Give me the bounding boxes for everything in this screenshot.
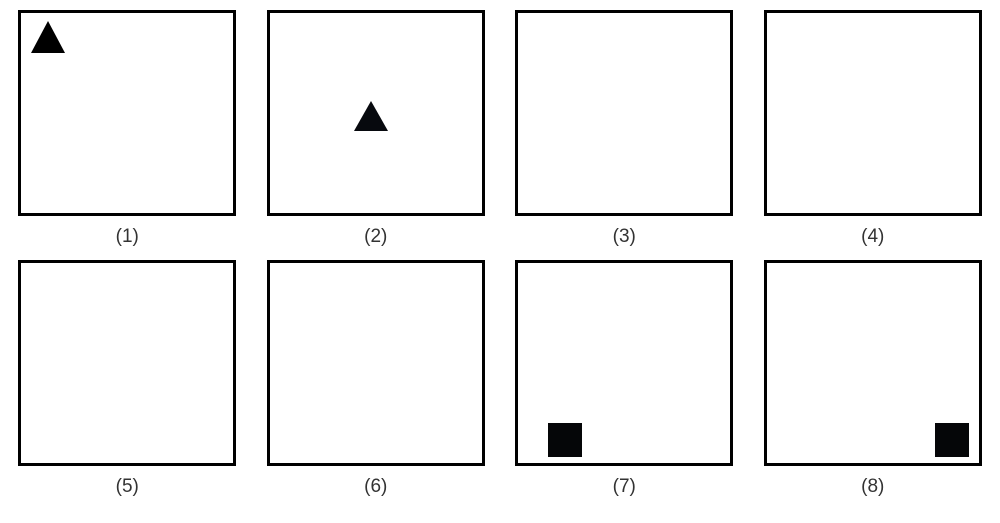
panel-cell-1: (1): [18, 10, 237, 248]
panel-label-4: (4): [861, 226, 884, 248]
figure-grid: (1) (2) (3) (4) (5) (6) (7) (8): [18, 10, 982, 498]
panel-cell-6: (6): [267, 260, 486, 498]
panel-cell-2: (2): [267, 10, 486, 248]
panel-label-1: (1): [116, 226, 139, 248]
panel-4: [764, 10, 982, 216]
panel-label-2: (2): [364, 226, 387, 248]
panel-label-7: (7): [613, 476, 636, 498]
panel-5: [18, 260, 236, 466]
panel-1: [18, 10, 236, 216]
panel-label-6: (6): [364, 476, 387, 498]
panel-7: [515, 260, 733, 466]
panel-cell-5: (5): [18, 260, 237, 498]
panel-cell-8: (8): [764, 260, 983, 498]
panel-label-5: (5): [116, 476, 139, 498]
square-icon: [548, 423, 582, 457]
panel-2: [267, 10, 485, 216]
panel-cell-4: (4): [764, 10, 983, 248]
panel-cell-7: (7): [515, 260, 734, 498]
triangle-icon: [31, 21, 65, 53]
panel-cell-3: (3): [515, 10, 734, 248]
panel-label-8: (8): [861, 476, 884, 498]
panel-3: [515, 10, 733, 216]
panel-label-3: (3): [613, 226, 636, 248]
square-icon: [935, 423, 969, 457]
panel-8: [764, 260, 982, 466]
panel-6: [267, 260, 485, 466]
triangle-icon: [354, 101, 388, 131]
